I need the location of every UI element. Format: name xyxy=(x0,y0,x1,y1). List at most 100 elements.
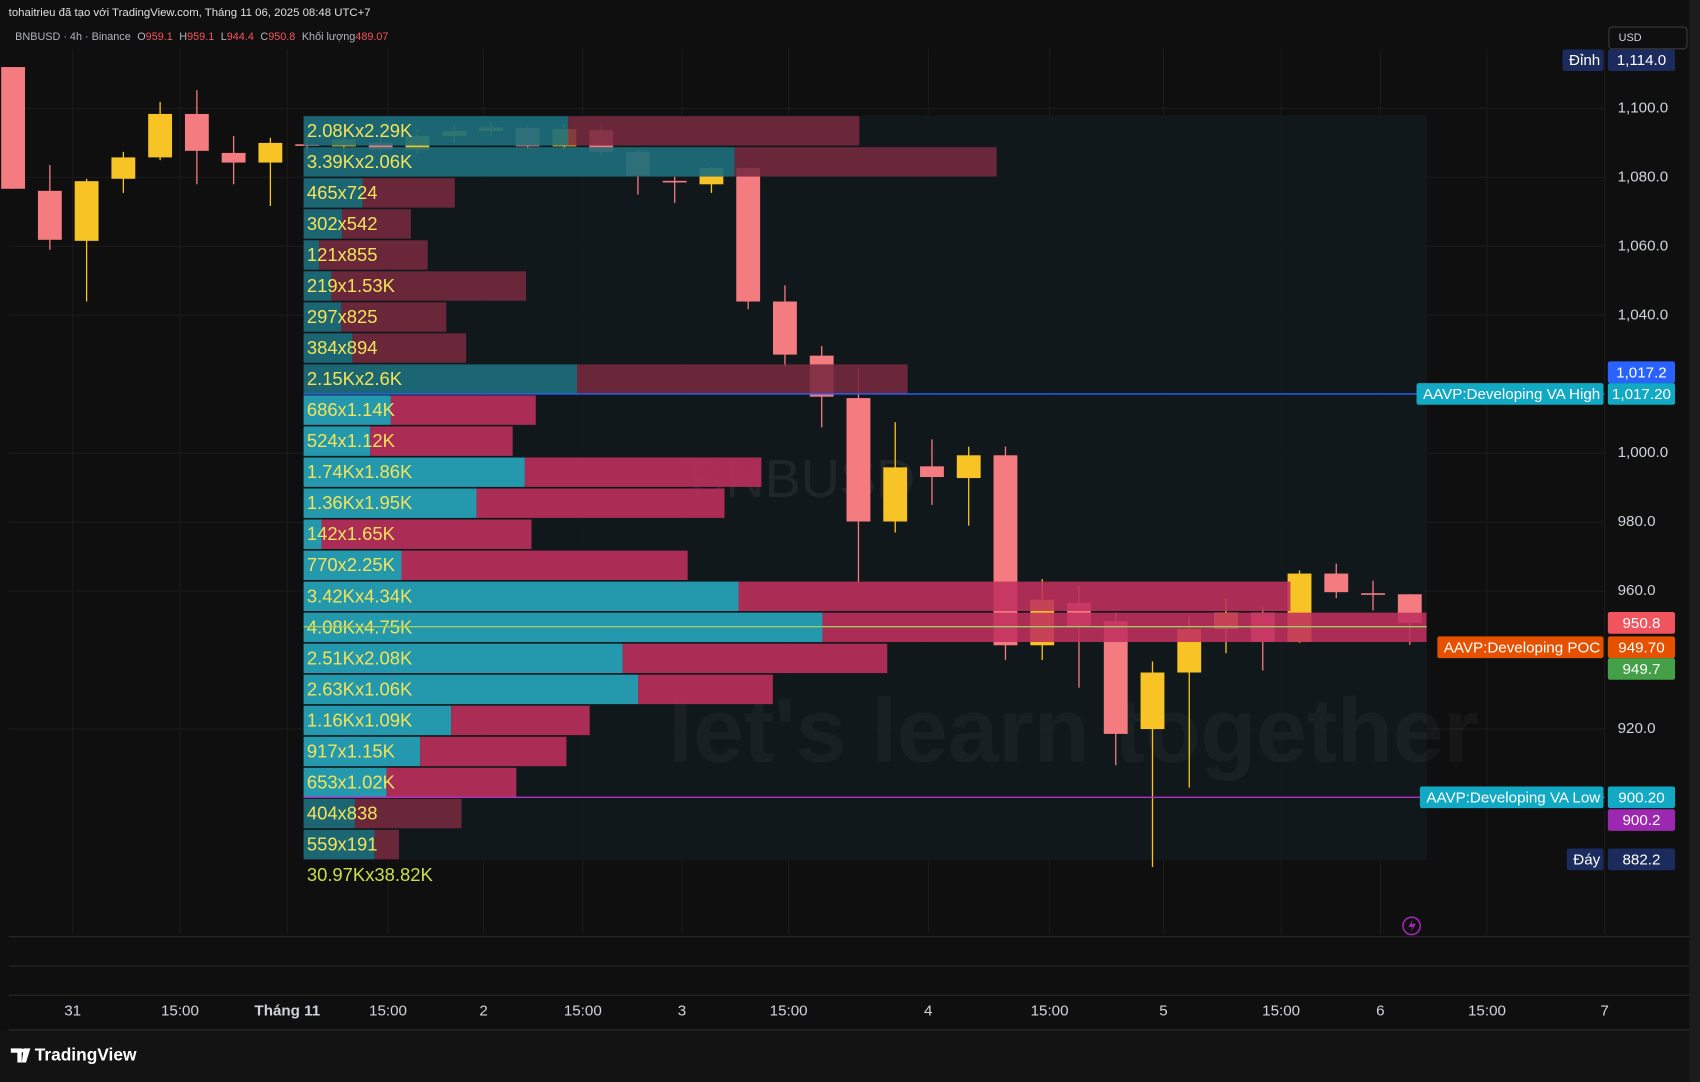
price-label-name: AAVP:Developing POC xyxy=(1444,639,1600,656)
profile-label: 770x2.25K xyxy=(307,554,396,575)
profile-buy-bar xyxy=(303,581,739,612)
candle-body xyxy=(148,113,173,158)
profile-sell-bar xyxy=(401,550,688,580)
currency-box[interactable] xyxy=(1608,26,1688,50)
candle-body xyxy=(221,152,246,163)
profile-label: 524x1.12K xyxy=(307,430,396,451)
profile-sell-bar xyxy=(476,488,725,518)
profile-buy-bar xyxy=(303,488,477,518)
alert-icon[interactable] xyxy=(1402,916,1422,936)
attribution: tohaitrieu đã tạo với TradingView.com, T… xyxy=(9,7,371,19)
x-tick-label: 15:00 xyxy=(770,1003,808,1020)
profile-label: 2.08Kx2.29K xyxy=(307,120,413,141)
price-label-name-box xyxy=(1419,786,1604,809)
legend-item: 959.1 xyxy=(146,31,173,43)
legend-item: O xyxy=(137,31,145,43)
candle-body xyxy=(1361,593,1385,595)
profile-sell-bar xyxy=(374,829,399,860)
profile-sell-bar xyxy=(577,364,908,394)
profile-buy-bar xyxy=(303,116,569,146)
profile-sell-bar xyxy=(451,705,590,736)
watermark: let's learn together xyxy=(668,680,1479,781)
price-label-name: AAVP:Developing VA High xyxy=(1423,386,1600,403)
legend-item: 489.07 xyxy=(355,31,388,43)
price-label: 950.8 xyxy=(1622,615,1660,632)
profile-label: 1.36Kx1.95K xyxy=(307,492,413,513)
profile-label: 302x542 xyxy=(307,213,378,234)
price-label-box xyxy=(1607,361,1676,384)
candle-body xyxy=(956,455,981,479)
profile-label: 142x1.65K xyxy=(307,523,396,544)
candle-body xyxy=(920,466,944,478)
price-label-name: Đáy xyxy=(1573,851,1600,868)
brand: TradingView xyxy=(35,1045,137,1065)
profile-sell-bar xyxy=(390,395,536,425)
y-tick-label: 1,040.0 xyxy=(1618,306,1669,323)
profile-label: 121x855 xyxy=(307,244,378,265)
profile-sell-bar xyxy=(321,519,532,549)
profile-buy-bar xyxy=(303,519,322,549)
x-tick-label: 5 xyxy=(1159,1003,1167,1020)
profile-sell-bar xyxy=(341,302,447,332)
x-tick-label: 15:00 xyxy=(161,1003,199,1020)
candle-body xyxy=(1,67,26,189)
legend-item: 944.4 xyxy=(227,31,254,43)
profile-sell-bar xyxy=(331,271,527,301)
profile-buy-bar xyxy=(303,643,623,674)
legend-item: 950.8 xyxy=(268,31,295,43)
x-tick-label: 15:00 xyxy=(369,1003,407,1020)
price-label-box xyxy=(1607,612,1676,634)
legend-item: Khối lượng xyxy=(302,31,355,43)
profile-sell-bar xyxy=(738,581,1291,612)
price-label: 1,114.0 xyxy=(1617,52,1666,69)
legend-item: BNBUSD · 4h · Binance xyxy=(15,31,131,43)
brand-logo: TradingView xyxy=(10,1045,137,1065)
y-tick-label: 920.0 xyxy=(1618,720,1656,737)
profile-sell-bar xyxy=(524,457,762,487)
x-tick-label: 4 xyxy=(924,1003,932,1020)
profile-label: 3.39Kx2.06K xyxy=(307,151,413,172)
candle-body xyxy=(883,467,908,522)
profile-buy-bar xyxy=(303,767,387,798)
price-label-box xyxy=(1607,636,1676,659)
legend-item: C xyxy=(260,31,268,43)
price-label-name: Đỉnh xyxy=(1569,52,1600,69)
profile-buy-bar xyxy=(303,705,452,736)
profile-sell-bar xyxy=(352,333,467,363)
price-label: 900.20 xyxy=(1618,789,1664,806)
profile-sell-bar xyxy=(354,798,462,829)
profile-label: 465x724 xyxy=(307,182,378,203)
profile-buy-bar xyxy=(303,736,421,767)
price-label-box xyxy=(1607,786,1676,809)
candle-body xyxy=(773,301,797,355)
candle-body xyxy=(846,398,871,522)
y-tick-label: 1,100.0 xyxy=(1618,99,1669,116)
legend: BNBUSD · 4h · Binance O959.1 H959.1 L944.4 C… xyxy=(15,31,388,43)
profile-buy-bar xyxy=(303,364,578,394)
profile-buy-bar xyxy=(303,426,371,456)
profile-buy-bar xyxy=(303,333,353,363)
x-tick-label: 7 xyxy=(1600,1003,1608,1020)
candle-body xyxy=(1140,672,1165,730)
y-tick-label: 980.0 xyxy=(1618,513,1656,530)
candle-body xyxy=(736,168,761,302)
x-tick-label: 31 xyxy=(64,1003,81,1020)
candle-body xyxy=(368,142,393,150)
x-tick-label: 15:00 xyxy=(1468,1003,1506,1020)
profile-label: 917x1.15K xyxy=(307,740,396,761)
labels-layer: 1,114.0 Đỉnh 1,017.2 1,017.20 AAVP:Developin… xyxy=(1416,49,1676,871)
profile-label: 2.51Kx2.08K xyxy=(307,647,413,668)
profile-sell-bar xyxy=(420,736,567,767)
price-label-name: AAVP:Developing VA Low xyxy=(1426,789,1600,806)
currency[interactable]: USD xyxy=(1619,32,1642,44)
profile-buy-bar xyxy=(303,798,355,829)
price-label-name-box xyxy=(1416,383,1604,405)
profile-buy-bar xyxy=(303,395,391,425)
alert-icon-bolt xyxy=(1408,919,1416,933)
lines-layer xyxy=(303,393,1605,799)
y-tick-label: 1,080.0 xyxy=(1618,168,1669,185)
price-label: 1,017.2 xyxy=(1616,364,1667,381)
profile-buy-bar xyxy=(303,302,342,332)
price-label: 1,017.20 xyxy=(1612,386,1671,403)
